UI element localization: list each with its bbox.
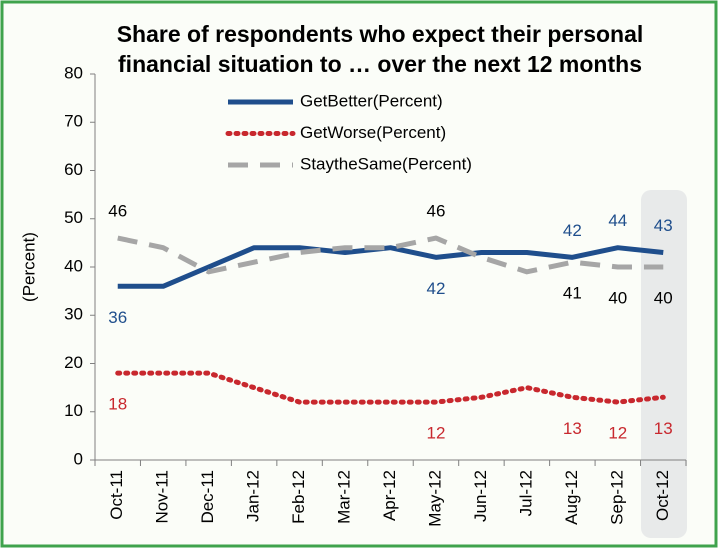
y-tick-label: 70 (64, 112, 83, 131)
x-tick-label: Jun-12 (471, 470, 490, 522)
x-tick-label: Sep-12 (607, 470, 626, 525)
x-tick-label: Apr-12 (380, 470, 399, 521)
chart-title: Share of respondents who expect their pe… (117, 21, 644, 47)
x-tick-label: Oct-11 (107, 470, 126, 520)
line-series (117, 245, 664, 289)
y-tick-label: 30 (64, 305, 83, 324)
y-tick-label: 20 (64, 353, 83, 372)
data-label: 41 (563, 284, 582, 303)
x-tick-label: May-12 (425, 470, 444, 527)
data-label: 46 (427, 202, 446, 221)
x-tick-label: Aug-12 (562, 470, 581, 525)
data-label: 40 (608, 288, 627, 307)
x-tick-label: Oct-12 (653, 470, 672, 521)
data-label: 13 (563, 419, 582, 438)
data-label: 18 (108, 395, 127, 414)
data-label: 13 (654, 419, 673, 438)
y-tick-label: 10 (64, 401, 83, 420)
data-label: 46 (108, 202, 127, 221)
data-label: 42 (563, 221, 582, 240)
x-tick-label: Nov-11 (153, 470, 172, 524)
data-label: 36 (108, 308, 127, 327)
data-label: 43 (654, 216, 673, 235)
legend-label: GetBetter(Percent) (300, 91, 443, 110)
data-label: 12 (608, 424, 627, 443)
data-label: 42 (427, 279, 446, 298)
legend-label: GetWorse(Percent) (300, 123, 446, 142)
y-tick-label: 60 (64, 160, 83, 179)
x-tick-label: Mar-12 (335, 470, 354, 524)
y-tick-label: 0 (74, 449, 83, 468)
x-tick-label: Dec-11 (198, 470, 217, 524)
y-axis-label: (Percent) (19, 232, 38, 302)
x-tick-label: Jul-12 (516, 470, 535, 516)
y-tick-label: 80 (64, 63, 83, 82)
data-label: 40 (654, 288, 673, 307)
highlight (641, 190, 687, 538)
y-tick-label: 40 (64, 256, 83, 275)
line-series (117, 235, 664, 275)
line-series (115, 370, 666, 405)
legend-label: StaytheSame(Percent) (300, 154, 472, 173)
x-tick-label: Feb-12 (289, 470, 308, 524)
chart-title: financial situation to … over the next 1… (118, 51, 642, 77)
data-label: 44 (608, 211, 627, 230)
y-tick-label: 50 (64, 208, 83, 227)
x-tick-label: Jan-12 (244, 470, 263, 522)
data-label: 12 (427, 424, 446, 443)
